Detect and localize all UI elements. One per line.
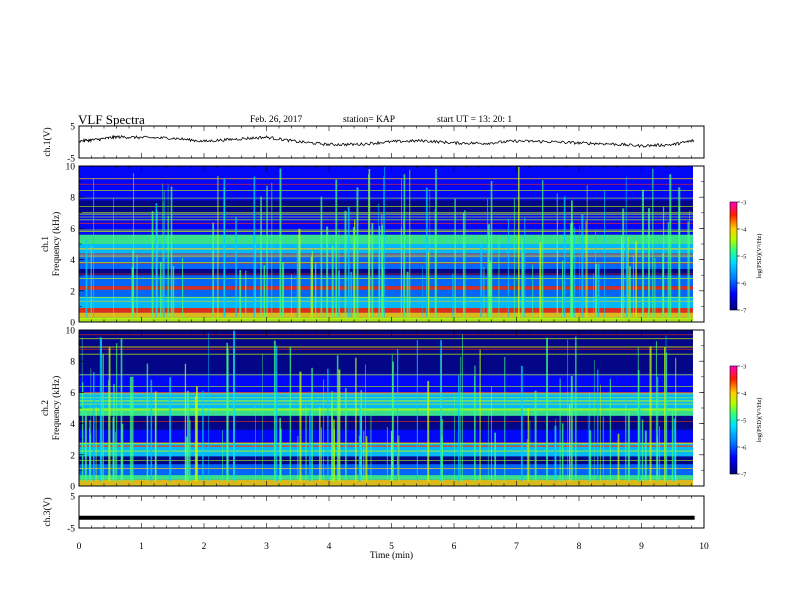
frequency-band [79, 234, 693, 244]
station-label: station= KAP [343, 115, 396, 125]
y-tick-label: 4 [70, 256, 75, 266]
colorbar-label: log(PSD)(V²/Hz) [756, 398, 763, 443]
x-tick-label: 0 [77, 542, 82, 552]
colorbar-tick-label: -3 [741, 364, 746, 371]
frequency-band [79, 166, 693, 201]
x-tick-label: 2 [202, 542, 207, 552]
y-tick-label: 10 [66, 327, 76, 337]
x-tick-label: 6 [452, 542, 457, 552]
x-tick-label: 7 [514, 542, 519, 552]
colorbar-tick-label: -4 [741, 391, 747, 398]
frequency-band [79, 307, 693, 313]
frequency-band [79, 475, 693, 480]
frequency-band [79, 275, 693, 287]
y-tick-label: 6 [70, 389, 75, 399]
y-axis-label: ch.3(V) [42, 497, 53, 526]
colorbar-tick-label: -6 [741, 281, 747, 288]
x-tick-label: 1 [139, 542, 144, 552]
colorbar-2: -3 -4 -5 -6 -7 log(PSD)(V²/Hz) [729, 364, 763, 479]
frequency-band [79, 297, 693, 308]
start-time-label: start UT = 13: 20: 1 [437, 115, 513, 125]
frequency-band [79, 286, 693, 290]
frequency-band [79, 479, 693, 486]
colorbar-tick-label: -4 [741, 227, 747, 234]
x-tick-label: 10 [699, 542, 709, 552]
frequency-band [79, 317, 693, 322]
y-tick-label: 2 [70, 287, 75, 297]
y-tick-label: 5 [70, 123, 75, 133]
y-axis-label: ch.1(V) [42, 127, 53, 156]
colorbar-tick-label: -3 [741, 200, 746, 207]
y-tick-label: 0 [70, 319, 75, 329]
y-tick-label: 0 [70, 483, 75, 493]
frequency-band [79, 464, 693, 476]
x-tick-label: 8 [577, 542, 582, 552]
frequency-band [79, 312, 693, 318]
frequency-band [79, 373, 693, 393]
frequency-band [79, 289, 693, 298]
y-tick-label: 5 [70, 493, 75, 503]
colorbar-scale [729, 365, 738, 475]
y-axis-label: Frequency (kHz) [51, 212, 62, 277]
y-tick-label: 8 [70, 194, 75, 204]
no-data-region [693, 166, 704, 322]
y-tick-label: -5 [67, 525, 75, 535]
x-tick-label: 3 [264, 542, 269, 552]
date-label: Feb. 26, 2017 [250, 115, 303, 125]
colorbar-tick-label: -5 [741, 418, 746, 425]
y-tick-label: 4 [70, 420, 75, 430]
colorbar-tick-label: -5 [741, 254, 746, 261]
figure-title: VLF Spectra [78, 112, 145, 127]
colorbar-1: -3 -4 -5 -6 -7 log(PSD)(V²/Hz) [729, 200, 763, 315]
y-axis-label: ch.1 [41, 236, 51, 252]
x-tick-label: 5 [389, 542, 394, 552]
x-tick-label: 4 [327, 542, 332, 552]
ch1-waveform-line [78, 134, 695, 148]
frequency-band [79, 268, 693, 276]
spectrogram-2 [79, 330, 704, 487]
y-axis-label: ch.2 [41, 400, 51, 416]
colorbar-label: log(PSD)(V²/Hz) [756, 234, 763, 279]
frequency-band [79, 330, 693, 374]
colorbar-scale [729, 201, 738, 311]
y-tick-label: -5 [67, 155, 75, 165]
no-data-region [693, 330, 704, 486]
frequency-band [79, 408, 693, 416]
frequency-band [79, 415, 693, 430]
x-axis-label: Time (min) [370, 550, 413, 561]
y-tick-label: 2 [70, 451, 75, 461]
y-tick-label: 10 [66, 163, 76, 173]
y-tick-label: 8 [70, 358, 75, 368]
colorbar-tick-label: -7 [741, 308, 747, 315]
frequency-band [79, 429, 693, 443]
colorbar-tick-label: -7 [741, 472, 747, 479]
y-tick-label: 6 [70, 225, 75, 235]
spectrogram-1 [79, 166, 704, 322]
y-axis-label: Frequency (kHz) [51, 376, 62, 441]
x-tick-label: 9 [639, 542, 644, 552]
colorbar-tick-label: -6 [741, 445, 747, 452]
